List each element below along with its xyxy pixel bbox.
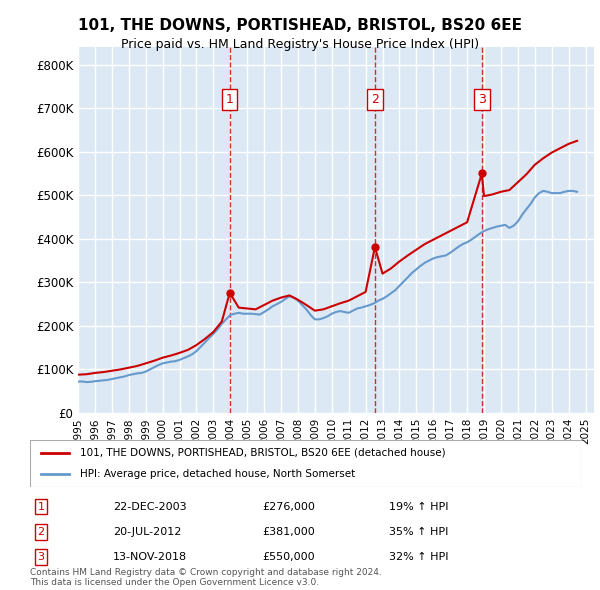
FancyBboxPatch shape [30,440,582,487]
Text: 3: 3 [38,552,44,562]
Text: 101, THE DOWNS, PORTISHEAD, BRISTOL, BS20 6EE: 101, THE DOWNS, PORTISHEAD, BRISTOL, BS2… [78,18,522,32]
Text: Price paid vs. HM Land Registry's House Price Index (HPI): Price paid vs. HM Land Registry's House … [121,38,479,51]
Text: 19% ↑ HPI: 19% ↑ HPI [389,502,448,512]
Text: 1: 1 [38,502,44,512]
Text: 22-DEC-2003: 22-DEC-2003 [113,502,187,512]
Text: 2: 2 [371,93,379,106]
Text: 20-JUL-2012: 20-JUL-2012 [113,527,181,537]
Text: HPI: Average price, detached house, North Somerset: HPI: Average price, detached house, Nort… [80,468,355,478]
Text: 3: 3 [478,93,486,106]
Text: £550,000: £550,000 [262,552,314,562]
Text: 101, THE DOWNS, PORTISHEAD, BRISTOL, BS20 6EE (detached house): 101, THE DOWNS, PORTISHEAD, BRISTOL, BS2… [80,448,445,458]
Text: 35% ↑ HPI: 35% ↑ HPI [389,527,448,537]
Text: £381,000: £381,000 [262,527,314,537]
Text: 13-NOV-2018: 13-NOV-2018 [113,552,187,562]
Text: Contains HM Land Registry data © Crown copyright and database right 2024.
This d: Contains HM Land Registry data © Crown c… [30,568,382,587]
Text: 32% ↑ HPI: 32% ↑ HPI [389,552,448,562]
Text: 2: 2 [37,527,44,537]
Text: £276,000: £276,000 [262,502,315,512]
Text: 1: 1 [226,93,233,106]
